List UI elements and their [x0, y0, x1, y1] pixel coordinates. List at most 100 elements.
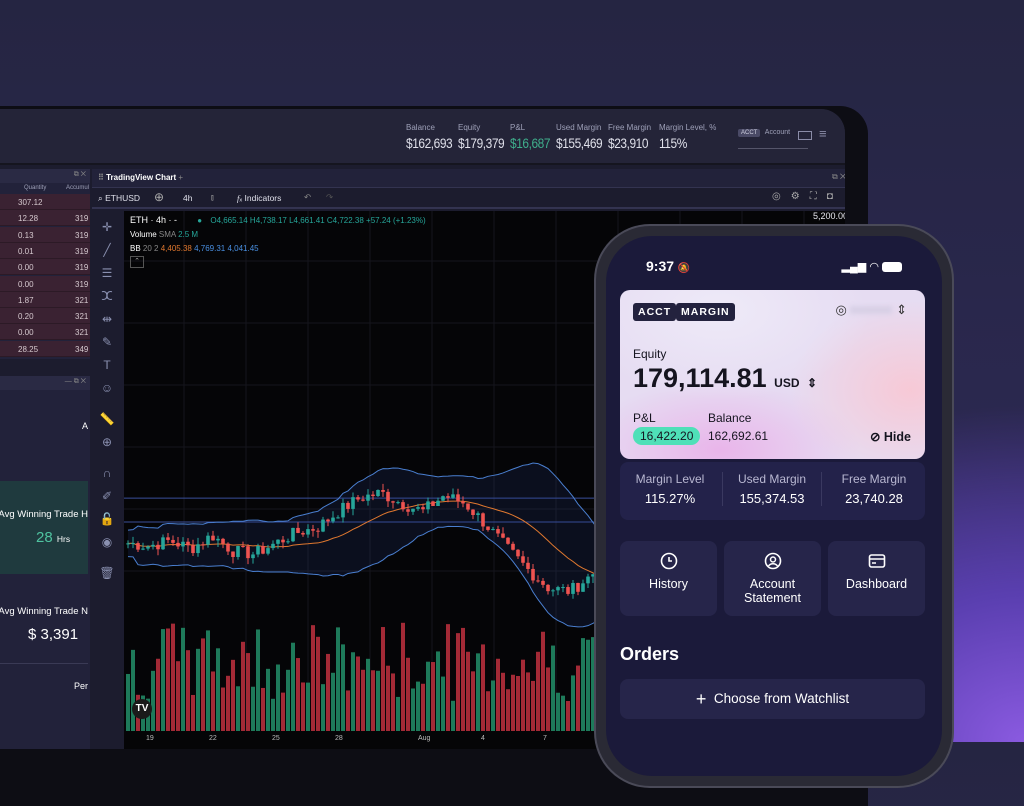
chart-actions[interactable]: ◎⚙⛶◘: [772, 191, 843, 202]
layout-icon[interactable]: [798, 131, 812, 140]
collapse-legend-button[interactable]: ⌃: [130, 256, 144, 268]
dashboard-button[interactable]: Dashboard: [828, 541, 925, 616]
currency-selector[interactable]: USD: [774, 376, 800, 390]
volume-bar: [206, 630, 210, 731]
add-tab-icon[interactable]: +: [178, 173, 184, 182]
candle-body: [246, 546, 250, 559]
clock-icon: [660, 552, 677, 570]
order-book-row[interactable]: 28.25 349: [0, 340, 90, 357]
order-book-row[interactable]: 0.13 319: [0, 226, 90, 243]
volume-bar: [491, 680, 495, 731]
quantity-cell: 1.87: [18, 295, 34, 305]
hide-button[interactable]: ⊘ Hide: [869, 430, 911, 444]
volume-bar: [306, 682, 310, 731]
candle-body: [541, 580, 545, 585]
battery-icon: [882, 262, 902, 273]
menu-icon[interactable]: ≡: [819, 126, 827, 141]
volume-bar: [261, 687, 265, 731]
emoji-icon[interactable]: ☺: [100, 381, 114, 395]
order-book-row[interactable]: 307.12: [0, 194, 90, 210]
candle-body: [356, 497, 360, 500]
volume-bar: [471, 671, 475, 731]
pattern-icon[interactable]: ⵋ: [101, 289, 113, 303]
measure-icon[interactable]: 📏: [99, 412, 115, 426]
order-book-row[interactable]: 0.20 321: [0, 308, 90, 325]
choose-from-watchlist-button[interactable]: + Choose from Watchlist: [620, 679, 925, 719]
text-icon[interactable]: T: [103, 358, 111, 372]
candle-body: [571, 582, 575, 594]
volume-bar: [401, 622, 405, 731]
volume-bar: [266, 668, 270, 731]
order-book-row[interactable]: 1.87 321: [0, 291, 90, 308]
candle-body: [566, 587, 570, 594]
volume-bar: [531, 680, 535, 731]
eye-icon[interactable]: ◉: [101, 535, 113, 549]
candle-body: [306, 529, 310, 535]
candle-body: [186, 541, 190, 546]
candle-body: [446, 496, 450, 498]
account-statement-button[interactable]: Account Statement: [724, 541, 821, 616]
account-switcher[interactable]: ◎ ⇕: [835, 302, 907, 317]
equity-value: 179,114.81 USD ⇕: [633, 363, 818, 393]
volume-bar: [166, 628, 170, 731]
brush-icon[interactable]: ✎: [101, 335, 113, 349]
trend-line-icon[interactable]: ╱: [103, 243, 111, 257]
candle-body: [526, 562, 530, 569]
stat-value: $162,693: [406, 135, 453, 151]
tab-tradingview-chart[interactable]: TradingView Chart: [106, 173, 177, 182]
volume-bar: [426, 661, 430, 731]
lock-drawing-icon[interactable]: ✐: [101, 489, 113, 503]
undo-icon[interactable]: ↶: [304, 192, 312, 202]
order-book-row[interactable]: 0.00 319: [0, 275, 90, 292]
order-book-row[interactable]: 0.00 319: [0, 259, 90, 276]
fib-icon[interactable]: ☰: [101, 266, 113, 280]
candle-type-icon[interactable]: ⫾: [211, 192, 214, 202]
volume-bar: [321, 684, 325, 731]
history-button[interactable]: History: [620, 541, 717, 616]
zoom-icon[interactable]: ⊕: [101, 435, 113, 449]
volume-bar: [566, 700, 570, 731]
crosshair-icon[interactable]: ✛: [101, 220, 113, 234]
compare-icon[interactable]: ⊕: [154, 190, 165, 204]
quantity-cell: 12.28: [18, 214, 39, 224]
candle-body: [196, 544, 200, 554]
account-selector[interactable]: ACCT Account: [738, 121, 808, 149]
candle-body: [171, 539, 175, 543]
ruler-icon[interactable]: ⇹: [101, 312, 113, 326]
indicators-button[interactable]: fₓ Indicators: [237, 193, 282, 203]
price-scale-label: 5,200.00: [810, 211, 845, 221]
volume-bar: [416, 681, 420, 731]
order-book-row[interactable]: 0.00 321: [0, 324, 90, 341]
pnl-label: P&L: [633, 411, 656, 425]
phone-device: 9:37 🔕 ▂▄▆ ◠ ACCT MARGIN ◎ ⇕ Equity 179,…: [596, 226, 952, 786]
redo-icon[interactable]: ↷: [326, 192, 334, 202]
order-book-row[interactable]: 12.28 319: [0, 210, 90, 227]
candle-body: [166, 537, 170, 540]
volume-bar: [546, 667, 550, 731]
stat-value: $23,910: [608, 135, 649, 151]
stat-equity: Equity $179,379: [458, 123, 512, 151]
lock-icon[interactable]: 🔓: [99, 512, 115, 526]
candle-body: [511, 543, 515, 550]
margin-tag: MARGIN: [676, 303, 735, 321]
volume-bar: [396, 696, 400, 731]
candle-body: [266, 548, 270, 554]
stat-label: Used Margin: [556, 123, 602, 132]
magnet-icon[interactable]: ∩: [102, 466, 112, 480]
orders-heading: Orders: [620, 644, 680, 664]
candle-body: [481, 513, 485, 527]
stat-label: Balance: [406, 123, 435, 132]
panel-controls[interactable]: — ⧉ ✕: [0, 376, 90, 390]
volume-bar: [236, 686, 240, 731]
trash-icon[interactable]: 🗑: [99, 566, 115, 580]
status-time: 9:37 🔕: [646, 258, 691, 274]
interval-button[interactable]: 4h: [183, 193, 193, 203]
volume-bar: [356, 656, 360, 731]
panel-controls[interactable]: ⧉ ✕: [831, 172, 845, 181]
candle-body: [556, 587, 560, 591]
symbol-search[interactable]: ⌕ ETHUSD: [98, 193, 141, 203]
time-label: 28: [335, 735, 343, 742]
panel-controls[interactable]: ⧉ ✕: [0, 169, 90, 183]
order-book-row[interactable]: 0.01 319: [0, 242, 90, 259]
volume-bar: [131, 649, 135, 731]
